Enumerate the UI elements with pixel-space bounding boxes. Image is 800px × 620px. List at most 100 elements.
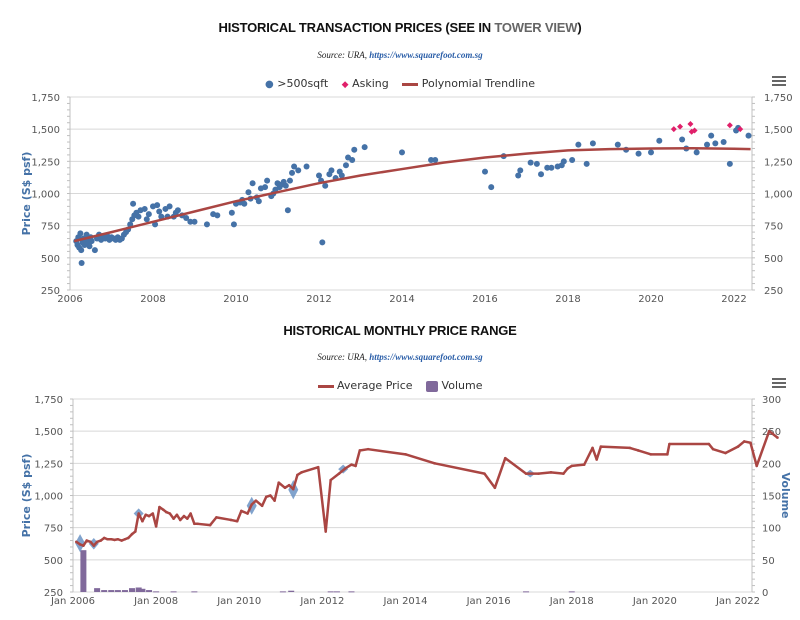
average-price-point <box>483 472 486 475</box>
average-price-point <box>78 543 82 546</box>
average-price-point <box>113 538 116 542</box>
legend-item-asking[interactable]: ◆ Asking <box>342 77 389 90</box>
average-price-point <box>182 514 186 518</box>
data-point-500sqft <box>245 189 252 196</box>
data-point-500sqft <box>284 207 291 214</box>
data-point-500sqft <box>614 141 621 148</box>
y-right-tick-label: 1,000 <box>764 190 793 201</box>
x-tick-label: Jan 2022 <box>715 596 760 607</box>
legend-item-volume[interactable]: Volume <box>426 379 482 392</box>
average-price-point <box>591 446 594 450</box>
average-price-point <box>628 446 632 450</box>
legend-item-average-price[interactable]: Average Price <box>317 379 413 392</box>
average-price-line <box>75 429 779 547</box>
y-right-tick-label: 1,750 <box>764 93 793 104</box>
average-price-point <box>165 510 168 514</box>
data-point-500sqft <box>349 157 356 164</box>
chart1-plot: 250 250 500 500 750 750 1,000 1,000 1,250 1,250 1,… <box>20 93 793 305</box>
average-price-point <box>229 518 233 522</box>
y-tick-label: 750 <box>41 222 60 233</box>
average-price-point <box>123 537 127 541</box>
data-point-500sqft <box>141 205 148 212</box>
average-price-point <box>109 537 113 541</box>
volume-bar <box>191 591 198 593</box>
source-link[interactable]: https://www.squarefoot.com.sg <box>369 50 483 60</box>
data-point-500sqft <box>726 160 733 167</box>
chart1-menu-button[interactable] <box>772 76 786 88</box>
average-price-point <box>566 467 569 470</box>
data-point-500sqft <box>187 218 194 225</box>
data-point-500sqft <box>569 157 576 164</box>
data-point-500sqft <box>704 141 711 148</box>
data-point-500sqft <box>78 259 85 266</box>
average-price-point <box>151 512 155 515</box>
x-tick-label: Jan 2012 <box>299 596 344 607</box>
data-point-500sqft <box>538 171 545 178</box>
average-price-point <box>707 442 711 446</box>
monthly-price-range-chart: HISTORICAL MONTHLY PRICE RANGE Source: U… <box>0 310 800 620</box>
y-tick-label: 250 <box>41 286 60 297</box>
data-point-500sqft <box>166 203 173 210</box>
y-tick-label: 500 <box>44 556 63 567</box>
price-range-band <box>88 537 99 550</box>
data-point-500sqft <box>303 163 310 170</box>
average-price-point <box>736 445 740 448</box>
average-price-point <box>99 539 103 542</box>
average-price-point <box>158 505 161 509</box>
data-point-500sqft <box>143 216 150 223</box>
y-tick-label: 500 <box>41 254 60 265</box>
legend-label: Polynomial Trendline <box>421 77 535 90</box>
average-price-point <box>724 451 727 455</box>
average-price-point <box>776 436 779 439</box>
average-price-point <box>582 463 586 466</box>
average-price-point <box>215 516 218 519</box>
source-link[interactable]: https://www.squarefoot.com.sg <box>369 352 483 362</box>
average-price-point <box>337 472 341 475</box>
data-point-500sqft <box>91 247 98 254</box>
average-price-point <box>562 472 565 475</box>
y-tick-label: 750 <box>44 524 63 535</box>
average-price-point <box>755 464 759 468</box>
data-point-asking <box>737 126 744 133</box>
source-label: Source: URA, <box>317 352 370 362</box>
data-point-500sqft <box>230 221 237 228</box>
x-tick-label: 2008 <box>140 294 165 305</box>
data-point-500sqft <box>289 169 296 176</box>
legend-item-trendline[interactable]: Polynomial Trendline <box>402 77 535 90</box>
tower-view-link[interactable]: TOWER VIEW <box>494 20 578 35</box>
data-point-500sqft <box>255 198 262 205</box>
data-point-500sqft <box>488 184 495 191</box>
average-price-point <box>185 517 189 520</box>
y2-tick-label: 50 <box>762 556 775 567</box>
x-tick-label: 2016 <box>472 294 497 305</box>
x-tick-label: Jan 2006 <box>50 596 95 607</box>
diamond-marker-icon: ◆ <box>341 80 349 90</box>
volume-bar <box>101 590 108 592</box>
data-point-500sqft <box>145 211 152 218</box>
data-point-500sqft <box>656 137 663 144</box>
average-price-point <box>141 519 144 523</box>
average-price-point <box>89 540 92 544</box>
average-price-point <box>404 453 407 456</box>
data-point-500sqft <box>583 160 590 167</box>
chart2-menu-button[interactable] <box>772 378 786 390</box>
chart2-title: HISTORICAL MONTHLY PRICE RANGE <box>283 323 517 338</box>
legend-item-500sqft[interactable]: ● >500sqft <box>265 77 328 90</box>
average-price-point <box>283 486 287 490</box>
average-price-point <box>85 539 89 542</box>
average-price-point <box>168 512 172 515</box>
volume-bar <box>348 591 355 593</box>
average-price-point <box>433 462 436 465</box>
data-point-500sqft <box>338 172 345 179</box>
data-point-500sqft <box>154 202 161 209</box>
y-tick-label: 1,750 <box>34 395 63 406</box>
average-price-point <box>193 522 196 526</box>
average-price-point <box>137 512 140 515</box>
data-point-500sqft <box>712 140 719 147</box>
data-point-500sqft <box>720 139 727 146</box>
average-price-point <box>291 487 295 491</box>
data-point-500sqft <box>589 140 596 147</box>
data-point-500sqft <box>544 164 551 171</box>
average-price-point <box>277 481 281 484</box>
data-point-500sqft <box>575 141 582 148</box>
